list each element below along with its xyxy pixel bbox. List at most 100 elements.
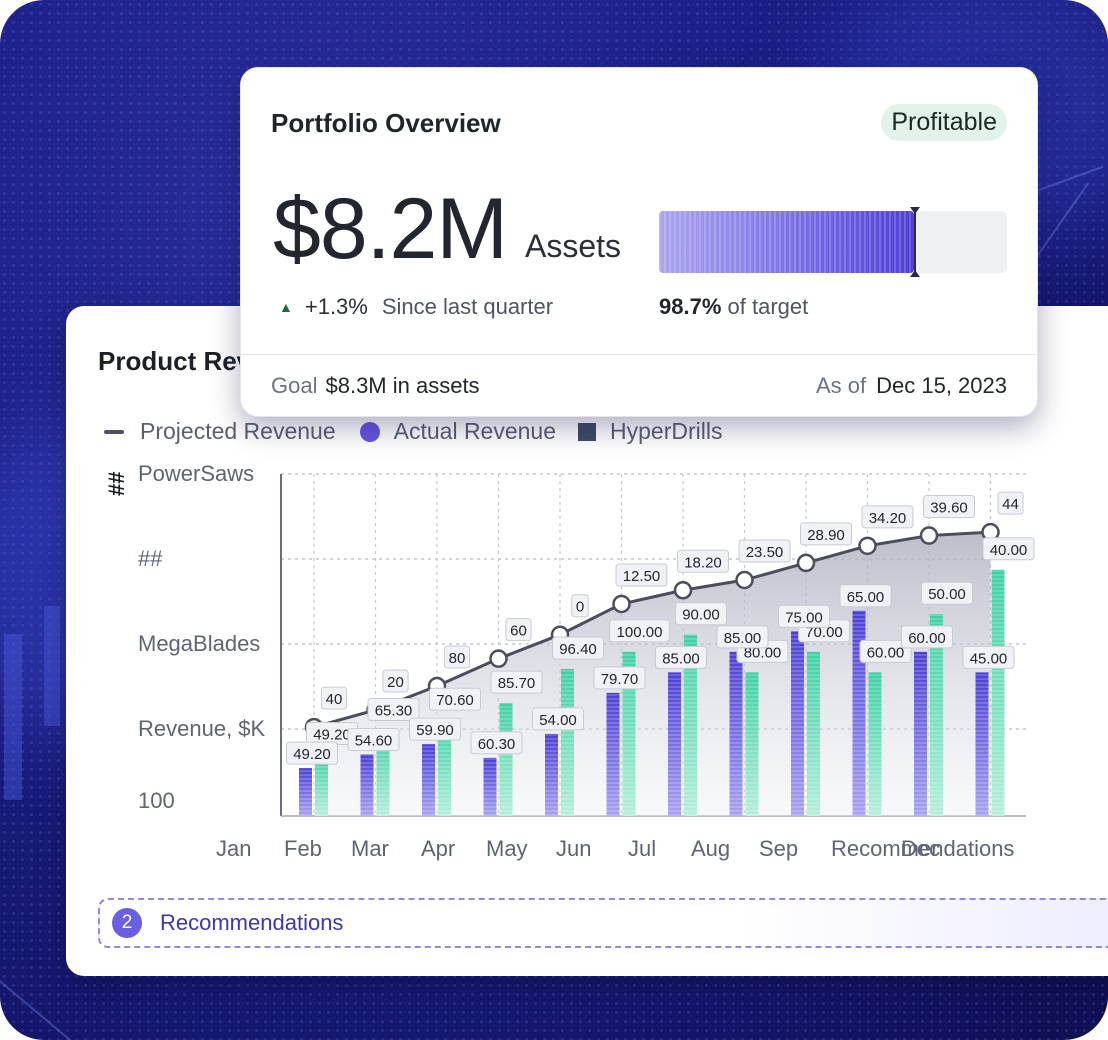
bar-actual-texture bbox=[975, 672, 989, 816]
bar-actual-texture bbox=[483, 757, 497, 816]
label-projected: 0 bbox=[576, 599, 584, 616]
bar-hyperdrills-texture bbox=[438, 720, 451, 816]
label-actual-box bbox=[655, 645, 707, 669]
label-hyperdrills: 49.20 bbox=[313, 726, 351, 743]
x-tick-label: Aug bbox=[691, 836, 731, 861]
label-projected-box bbox=[997, 491, 1024, 515]
label-actual-box bbox=[286, 741, 338, 765]
label-actual: 65.00 bbox=[847, 589, 885, 606]
target-label: of target bbox=[727, 294, 809, 319]
trend-up-icon: ▲ bbox=[279, 299, 293, 315]
bar-hyperdrills-texture bbox=[499, 703, 513, 816]
projected-point bbox=[673, 581, 693, 600]
y-tick-label: 100 bbox=[138, 788, 175, 813]
label-hyperdrills: 80.00 bbox=[744, 644, 782, 661]
label-projected-box bbox=[738, 539, 791, 563]
bar-actual-texture bbox=[668, 672, 681, 816]
assets-unit: Assets bbox=[525, 228, 622, 264]
target-percent-row: 98.7% of target bbox=[659, 294, 808, 320]
label-projected: 60 bbox=[510, 623, 527, 640]
bar-hyperdrills-texture bbox=[376, 730, 390, 816]
goal-row: Goal $8.3M in assets bbox=[271, 373, 480, 399]
label-projected-box bbox=[443, 645, 471, 669]
goal-label: Goal bbox=[271, 373, 318, 398]
label-actual: 85.00 bbox=[662, 650, 700, 667]
label-actual: 59.90 bbox=[416, 722, 454, 739]
label-hyperdrills: 40.00 bbox=[990, 542, 1028, 559]
label-projected-box bbox=[677, 549, 729, 573]
change-value: +1.3% bbox=[304, 294, 368, 319]
projected-point bbox=[796, 553, 816, 573]
label-hyperdrills: 70.00 bbox=[805, 624, 843, 641]
label-projected: 18.20 bbox=[684, 554, 722, 571]
legend-item-hyperdrills[interactable]: HyperDrills bbox=[610, 418, 723, 444]
label-projected: 39.60 bbox=[930, 500, 968, 517]
legend-item-actual[interactable]: Actual Revenue bbox=[393, 418, 557, 444]
label-hyperdrills: 60.00 bbox=[867, 644, 905, 661]
target-percent: 98.7% bbox=[659, 294, 722, 319]
label-hyperdrills: 65.30 bbox=[375, 703, 413, 720]
x-tick-label: May bbox=[486, 836, 528, 861]
label-projected-box bbox=[861, 505, 914, 529]
label-projected-box bbox=[923, 495, 975, 519]
projected-point bbox=[858, 536, 877, 556]
label-projected: 20 bbox=[387, 674, 404, 691]
label-actual: 85.00 bbox=[724, 630, 762, 647]
label-projected: 80 bbox=[449, 650, 466, 667]
bar-hyperdrills-texture bbox=[684, 634, 697, 816]
projected-line bbox=[313, 530, 991, 729]
chart-legend: Projected Revenue Actual Revenue HyperDr… bbox=[104, 418, 722, 445]
label-actual: 45.00 bbox=[970, 650, 1008, 667]
label-actual-box bbox=[409, 717, 461, 741]
bar-actual-texture bbox=[299, 768, 312, 816]
label-projected-box bbox=[615, 563, 668, 587]
label-hyperdrills-box bbox=[552, 636, 604, 660]
goal-value: $8.3M in assets bbox=[325, 373, 480, 398]
bar-hyperdrills-texture bbox=[745, 672, 759, 816]
marker-bottom-icon bbox=[910, 270, 920, 277]
target-progress-track bbox=[659, 207, 1007, 277]
y-tick-label: PowerSaws bbox=[138, 461, 255, 486]
recommendations-bar[interactable]: 2 Recommendations bbox=[98, 898, 1108, 948]
label-hyperdrills: 96.40 bbox=[559, 641, 597, 658]
y-tick-label: MegaBlades bbox=[138, 631, 261, 656]
y-tick-label: ## bbox=[138, 546, 163, 571]
recommendations-label: Recommendations bbox=[160, 910, 344, 935]
projected-point bbox=[735, 570, 754, 590]
bar-actual-texture bbox=[914, 651, 927, 816]
overview-title: Portfolio Overview bbox=[271, 108, 501, 138]
bar-hyperdrills-texture bbox=[807, 651, 820, 816]
label-hyperdrills-box bbox=[859, 639, 912, 663]
bar-hyperdrills-texture bbox=[622, 651, 636, 816]
x-tick-label: Apr bbox=[421, 836, 456, 861]
label-projected-box bbox=[382, 669, 409, 693]
label-projected: 44 bbox=[1002, 496, 1019, 513]
label-hyperdrills: 100.00 bbox=[617, 624, 663, 641]
marker-top-icon bbox=[910, 207, 920, 214]
label-hyperdrills: 50.00 bbox=[928, 586, 966, 603]
label-hyperdrills-box bbox=[429, 687, 481, 711]
label-actual-box bbox=[901, 625, 953, 649]
x-tick-label: Feb bbox=[284, 836, 322, 861]
change-label: Since last quarter bbox=[381, 294, 554, 319]
y-tick-label: Revenue, $K bbox=[138, 716, 266, 741]
label-actual-box bbox=[593, 666, 646, 690]
label-hyperdrills-box bbox=[982, 537, 1035, 561]
bar-hyperdrills-texture bbox=[991, 569, 1005, 816]
change-row: ▲ +1.3% Since last quarter bbox=[279, 294, 553, 320]
x-tick-label: Jan bbox=[216, 836, 252, 861]
background-bar bbox=[4, 634, 22, 800]
bar-actual-texture bbox=[606, 692, 620, 816]
x-tick-label: Dec bbox=[901, 836, 941, 861]
portfolio-overview-card: Portfolio Overview Profitable $8.2M Asse… bbox=[240, 67, 1038, 417]
projected-point bbox=[919, 526, 939, 545]
bar-actual-texture bbox=[729, 651, 743, 816]
label-projected: 34.20 bbox=[869, 510, 907, 527]
label-projected: 28.90 bbox=[807, 527, 845, 544]
label-actual: 54.00 bbox=[539, 712, 577, 729]
legend-item-projected[interactable]: Projected Revenue bbox=[140, 418, 336, 444]
label-actual-box bbox=[716, 625, 769, 649]
label-hyperdrills-box bbox=[609, 619, 670, 643]
label-actual: 60.30 bbox=[478, 736, 516, 753]
asof-label: As of bbox=[815, 373, 867, 398]
